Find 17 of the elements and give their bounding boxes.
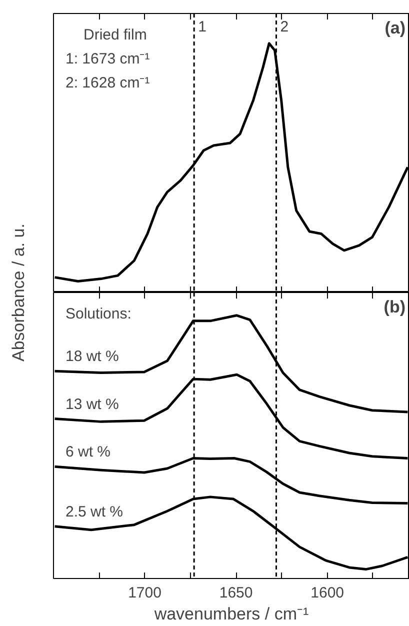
- series-label: 2.5 wt %: [66, 503, 124, 520]
- annotation: 2: [280, 18, 289, 36]
- series-label: 18 wt %: [66, 348, 119, 366]
- annotation: 1: 1673 cm⁻¹: [66, 50, 150, 68]
- x-tick-label: 1700: [128, 584, 162, 602]
- annotation: Solutions:: [66, 306, 132, 322]
- chart-title: (b): [384, 298, 406, 316]
- series-label: 6 wt %: [66, 444, 111, 461]
- y-axis-title: Absorbance / a. u.: [9, 224, 28, 362]
- series-label: 13 wt %: [66, 396, 119, 413]
- annotation: Dried film: [84, 26, 147, 44]
- annotation: 2: 1628 cm⁻¹: [66, 74, 150, 92]
- x-tick-label: 1650: [219, 584, 253, 602]
- x-axis-title: wavenumbers / cm⁻¹: [153, 604, 309, 624]
- chart-title: (a): [384, 18, 406, 38]
- annotation: 1: [198, 18, 206, 36]
- x-tick-label: 1600: [310, 584, 344, 602]
